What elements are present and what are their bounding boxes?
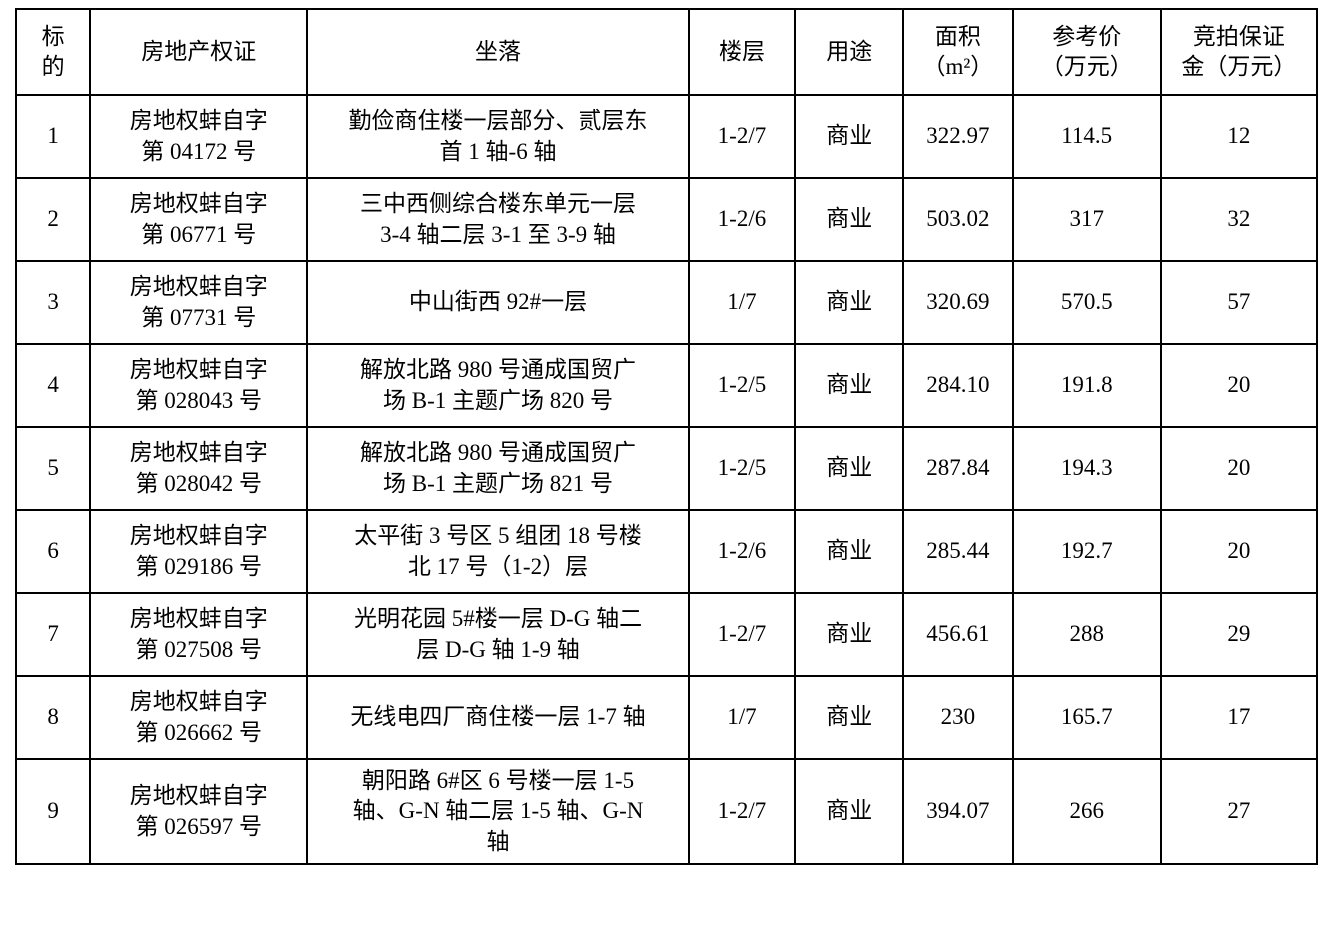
cell-floor: 1-2/6 [687, 177, 797, 262]
header-cell-deposit: 竞拍保证 金（万元） [1159, 8, 1319, 96]
header-cell-usage: 用途 [794, 8, 905, 96]
cell-area: 394.07 [902, 757, 1014, 866]
cell-certificate: 房地权蚌自字 第 06771 号 [89, 177, 309, 262]
header-cell-id: 标 的 [14, 8, 92, 96]
cell-ref-price: 114.5 [1011, 94, 1162, 179]
cell-deposit: 32 [1159, 177, 1319, 262]
cell-id: 4 [14, 343, 92, 428]
cell-certificate: 房地权蚌自字 第 07731 号 [89, 260, 309, 345]
cell-id: 6 [14, 509, 92, 594]
table-header-row: 标 的 房地产权证 坐落 楼层 用途 面积 （m²） 参考价 （万元） 竞拍保证… [14, 8, 1319, 96]
cell-area: 320.69 [902, 260, 1014, 345]
table-row: 2 房地权蚌自字 第 06771 号 三中西侧综合楼东单元一层 3-4 轴二层 … [14, 177, 1319, 262]
cell-ref-price: 570.5 [1011, 260, 1162, 345]
cell-usage: 商业 [794, 260, 905, 345]
cell-ref-price: 191.8 [1011, 343, 1162, 428]
cell-floor: 1-2/5 [687, 343, 797, 428]
cell-ref-price: 192.7 [1011, 509, 1162, 594]
cell-deposit: 20 [1159, 343, 1319, 428]
cell-floor: 1-2/7 [687, 592, 797, 677]
cell-deposit: 12 [1159, 94, 1319, 179]
cell-area: 503.02 [902, 177, 1014, 262]
cell-id: 3 [14, 260, 92, 345]
auction-table: 标 的 房地产权证 坐落 楼层 用途 面积 （m²） 参考价 （万元） 竞拍保证… [14, 8, 1319, 866]
cell-floor: 1-2/5 [687, 426, 797, 511]
cell-certificate: 房地权蚌自字 第 027508 号 [89, 592, 309, 677]
cell-area: 456.61 [902, 592, 1014, 677]
cell-usage: 商业 [794, 757, 905, 866]
cell-deposit: 27 [1159, 757, 1319, 866]
cell-location: 解放北路 980 号通成国贸广 场 B-1 主题广场 821 号 [306, 426, 690, 511]
header-cell-location: 坐落 [306, 8, 690, 96]
table-row: 5 房地权蚌自字 第 028042 号 解放北路 980 号通成国贸广 场 B-… [14, 426, 1319, 511]
cell-ref-price: 288 [1011, 592, 1162, 677]
cell-area: 230 [902, 675, 1014, 760]
cell-id: 8 [14, 675, 92, 760]
cell-floor: 1/7 [687, 260, 797, 345]
cell-usage: 商业 [794, 94, 905, 179]
cell-certificate: 房地权蚌自字 第 026597 号 [89, 757, 309, 866]
cell-area: 322.97 [902, 94, 1014, 179]
cell-certificate: 房地权蚌自字 第 029186 号 [89, 509, 309, 594]
cell-floor: 1/7 [687, 675, 797, 760]
header-cell-ref-price: 参考价 （万元） [1011, 8, 1162, 96]
cell-floor: 1-2/7 [687, 757, 797, 866]
cell-id: 5 [14, 426, 92, 511]
table-row: 9 房地权蚌自字 第 026597 号 朝阳路 6#区 6 号楼一层 1-5 轴… [14, 757, 1319, 866]
cell-location: 勤俭商住楼一层部分、贰层东 首 1 轴-6 轴 [306, 94, 690, 179]
cell-id: 1 [14, 94, 92, 179]
cell-location: 光明花园 5#楼一层 D-G 轴二 层 D-G 轴 1-9 轴 [306, 592, 690, 677]
header-cell-certificate: 房地产权证 [89, 8, 309, 96]
table-row: 3 房地权蚌自字 第 07731 号 中山街西 92#一层 1/7 商业 320… [14, 260, 1319, 345]
cell-deposit: 17 [1159, 675, 1319, 760]
table-row: 6 房地权蚌自字 第 029186 号 太平街 3 号区 5 组团 18 号楼 … [14, 509, 1319, 594]
cell-floor: 1-2/6 [687, 509, 797, 594]
cell-location: 中山街西 92#一层 [306, 260, 690, 345]
table-row: 8 房地权蚌自字 第 026662 号 无线电四厂商住楼一层 1-7 轴 1/7… [14, 675, 1319, 760]
cell-usage: 商业 [794, 343, 905, 428]
cell-deposit: 57 [1159, 260, 1319, 345]
cell-certificate: 房地权蚌自字 第 04172 号 [89, 94, 309, 179]
header-cell-area: 面积 （m²） [902, 8, 1014, 96]
cell-location: 无线电四厂商住楼一层 1-7 轴 [306, 675, 690, 760]
cell-usage: 商业 [794, 509, 905, 594]
cell-usage: 商业 [794, 426, 905, 511]
table-row: 7 房地权蚌自字 第 027508 号 光明花园 5#楼一层 D-G 轴二 层 … [14, 592, 1319, 677]
cell-location: 解放北路 980 号通成国贸广 场 B-1 主题广场 820 号 [306, 343, 690, 428]
cell-location: 太平街 3 号区 5 组团 18 号楼 北 17 号（1-2）层 [306, 509, 690, 594]
cell-ref-price: 266 [1011, 757, 1162, 866]
table-row: 4 房地权蚌自字 第 028043 号 解放北路 980 号通成国贸广 场 B-… [14, 343, 1319, 428]
cell-id: 7 [14, 592, 92, 677]
cell-id: 2 [14, 177, 92, 262]
cell-floor: 1-2/7 [687, 94, 797, 179]
cell-usage: 商业 [794, 675, 905, 760]
table-row: 1 房地权蚌自字 第 04172 号 勤俭商住楼一层部分、贰层东 首 1 轴-6… [14, 94, 1319, 179]
cell-location: 三中西侧综合楼东单元一层 3-4 轴二层 3-1 至 3-9 轴 [306, 177, 690, 262]
cell-area: 285.44 [902, 509, 1014, 594]
cell-certificate: 房地权蚌自字 第 028043 号 [89, 343, 309, 428]
cell-usage: 商业 [794, 592, 905, 677]
cell-certificate: 房地权蚌自字 第 026662 号 [89, 675, 309, 760]
header-cell-floor: 楼层 [687, 8, 797, 96]
cell-location: 朝阳路 6#区 6 号楼一层 1-5 轴、G-N 轴二层 1-5 轴、G-N 轴 [306, 757, 690, 866]
cell-certificate: 房地权蚌自字 第 028042 号 [89, 426, 309, 511]
cell-deposit: 20 [1159, 509, 1319, 594]
cell-id: 9 [14, 757, 92, 866]
cell-ref-price: 194.3 [1011, 426, 1162, 511]
cell-area: 284.10 [902, 343, 1014, 428]
cell-usage: 商业 [794, 177, 905, 262]
cell-deposit: 29 [1159, 592, 1319, 677]
cell-area: 287.84 [902, 426, 1014, 511]
cell-ref-price: 317 [1011, 177, 1162, 262]
cell-ref-price: 165.7 [1011, 675, 1162, 760]
table-body: 1 房地权蚌自字 第 04172 号 勤俭商住楼一层部分、贰层东 首 1 轴-6… [14, 94, 1319, 866]
cell-deposit: 20 [1159, 426, 1319, 511]
